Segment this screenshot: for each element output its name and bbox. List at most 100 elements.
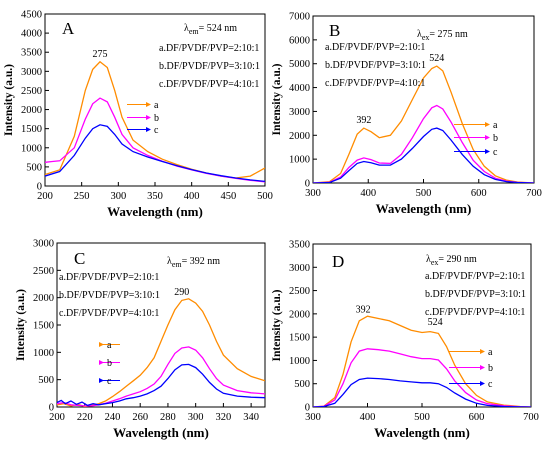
y-tick-label: 3500 xyxy=(289,240,310,251)
x-tick-label: 260 xyxy=(132,412,148,423)
x-tick-label: 250 xyxy=(74,191,90,202)
peak-label: 392 xyxy=(356,305,371,316)
series-letter-b: b xyxy=(488,363,493,374)
series-line-b xyxy=(57,346,265,407)
peak-label: 290 xyxy=(174,287,189,298)
x-tick-label: 300 xyxy=(188,412,204,423)
x-tick-label: 500 xyxy=(416,188,432,199)
y-tick-label: 2500 xyxy=(289,286,310,297)
y-tick-label: 5000 xyxy=(289,59,310,70)
panel-title: λex= 290 nm xyxy=(426,254,477,267)
series-arrowhead-c xyxy=(99,378,104,383)
legend-entry: a.DF/PVDF/PVP=2:10:1 xyxy=(159,43,259,54)
series-letter-c: c xyxy=(107,376,112,387)
series-letter-a: a xyxy=(488,347,493,358)
series-letter-b: b xyxy=(107,358,112,369)
x-tick-label: 300 xyxy=(305,188,321,199)
y-tick-label: 2500 xyxy=(33,266,54,277)
y-axis-label: Intensity (a.u.) xyxy=(271,63,283,135)
peak-label: 524 xyxy=(428,317,443,328)
x-tick-label: 700 xyxy=(523,412,539,423)
x-tick-label: 300 xyxy=(110,191,126,202)
legend-entry: c.DF/PVDF/PVP=4:10:1 xyxy=(325,78,425,89)
panel-d: 300 400 500 600 700 0 500 1000 1500 2000 2500 3000 3… xyxy=(271,240,539,441)
x-axis-label: Wavelength (nm) xyxy=(107,204,203,219)
series-arrowhead-b xyxy=(99,360,104,365)
y-tick-label: 0 xyxy=(305,179,310,190)
y-tick-label: 6000 xyxy=(289,35,310,46)
peak-label: 392 xyxy=(356,115,371,126)
y-tick-label: 3000 xyxy=(289,107,310,118)
series-line-c xyxy=(313,377,531,407)
y-axis-label: Intensity (a.u.) xyxy=(15,289,27,361)
series-arrowhead-c xyxy=(485,149,490,154)
series-arrowhead-a xyxy=(146,102,151,107)
x-tick-label: 400 xyxy=(184,191,200,202)
x-tick-label: 320 xyxy=(216,412,232,423)
x-tick-label: 600 xyxy=(469,412,485,423)
y-tick-label: 0 xyxy=(37,182,42,193)
y-tick-label: 3000 xyxy=(21,67,42,78)
legend-entry: c.DF/PVDF/PVP=4:10:1 xyxy=(59,308,159,319)
y-tick-label: 4500 xyxy=(21,10,42,21)
y-tick-label: 7000 xyxy=(289,12,310,23)
x-tick-label: 200 xyxy=(37,191,53,202)
y-tick-label: 0 xyxy=(49,403,54,414)
series-line-c xyxy=(57,363,265,407)
series-line-b xyxy=(313,348,531,407)
y-tick-label: 4000 xyxy=(289,83,310,94)
series-letter-b: b xyxy=(493,133,498,144)
y-tick-label: 1500 xyxy=(289,333,310,344)
panel-a: 200 250 300 350 400 450 500 0 500 1000 1500 2000 250… xyxy=(3,10,273,220)
panel-c: 200 220 240 260 280 300 320 340 0 500 1000 1500 2000… xyxy=(15,239,266,440)
x-tick-label: 240 xyxy=(105,412,121,423)
x-tick-label: 400 xyxy=(360,188,376,199)
y-tick-label: 1000 xyxy=(289,356,310,367)
panel-title: λem= 524 nm xyxy=(184,23,237,36)
y-tick-label: 3000 xyxy=(33,239,54,250)
y-tick-label: 1500 xyxy=(21,124,42,135)
x-axis-label: Wavelength (nm) xyxy=(113,425,209,440)
y-tick-label: 1000 xyxy=(33,348,54,359)
y-tick-label: 500 xyxy=(26,162,42,173)
panel-label: A xyxy=(62,19,75,38)
y-tick-label: 0 xyxy=(305,403,310,414)
x-tick-label: 350 xyxy=(147,191,163,202)
legend-entry: b.DF/PVDF/PVP=3:10:1 xyxy=(59,290,160,301)
panel-label: B xyxy=(329,21,340,40)
series-arrowhead-a xyxy=(485,122,490,127)
series-arrowhead-b xyxy=(146,115,151,120)
y-tick-label: 1500 xyxy=(33,321,54,332)
x-tick-label: 400 xyxy=(360,412,376,423)
series-arrowhead-a xyxy=(480,349,485,354)
x-tick-label: 500 xyxy=(414,412,430,423)
plot-frame xyxy=(56,242,266,408)
legend-entry: b.DF/PVDF/PVP=3:10:1 xyxy=(159,61,260,72)
x-tick-label: 340 xyxy=(243,412,259,423)
legend-entry: a.DF/PVDF/PVP=2:10:1 xyxy=(59,272,159,283)
x-tick-label: 300 xyxy=(305,412,321,423)
series-line-c xyxy=(313,127,534,183)
x-axis-label: Wavelength (nm) xyxy=(374,425,470,440)
panel-b: 300 400 500 600 7000100020003000400050006000… xyxy=(271,12,542,217)
y-axis-label: Intensity (a.u.) xyxy=(271,289,283,361)
y-tick-label: 500 xyxy=(294,379,310,390)
legend-entry: a.DF/PVDF/PVP=2:10:1 xyxy=(425,271,525,282)
series-letter-a: a xyxy=(154,100,159,111)
legend-entry: c.DF/PVDF/PVP=4:10:1 xyxy=(159,79,259,90)
y-tick-label: 2000 xyxy=(21,105,42,116)
series-line-a xyxy=(313,315,531,407)
legend-entry: c.DF/PVDF/PVP=4:10:1 xyxy=(425,307,525,318)
y-tick-label: 4000 xyxy=(21,29,42,40)
y-tick-label: 2000 xyxy=(289,131,310,142)
x-tick-label: 280 xyxy=(160,412,176,423)
series-line-a xyxy=(313,65,534,183)
series-arrowhead-b xyxy=(480,365,485,370)
legend-entry: b.DF/PVDF/PVP=3:10:1 xyxy=(325,60,426,71)
peak-label: 524 xyxy=(429,53,444,64)
y-tick-label: 2000 xyxy=(289,309,310,320)
series-arrowhead-c xyxy=(146,127,151,132)
panel-label: C xyxy=(74,249,85,268)
x-tick-label: 700 xyxy=(526,188,542,199)
